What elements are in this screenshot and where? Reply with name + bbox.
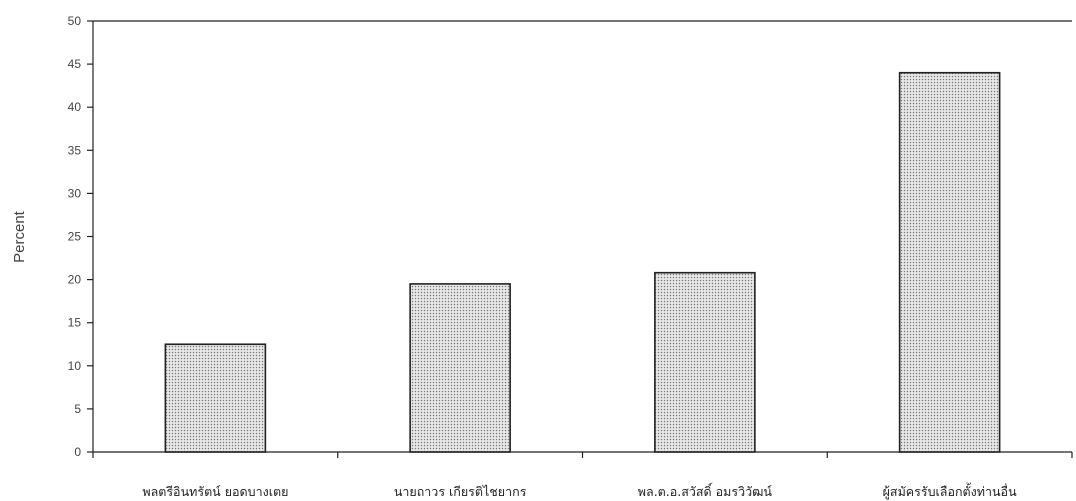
x-category-label: พลตรีอินทรัตน์ ยอดบางเตย: [142, 484, 288, 499]
y-axis-title: Percent: [11, 210, 28, 263]
y-tick-label: 40: [68, 100, 82, 114]
y-tick-label: 45: [68, 57, 82, 71]
y-tick-label: 20: [68, 273, 82, 287]
bar-3: [654, 271, 756, 453]
bar-series: [164, 71, 1001, 453]
x-category-label: ผู้สมัครรับเลือกตั้งท่านอื่น: [883, 482, 1017, 500]
y-tick-label: 50: [68, 14, 82, 28]
y-tick-label: 5: [74, 402, 81, 416]
y-axis: 0 5 10 15 20 25 30 35 40 45 50: [68, 14, 94, 459]
y-tick-label: 25: [68, 230, 82, 244]
x-category-label: พล.ต.อ.สวัสดิ์ อมรวิวัฒน์: [638, 482, 773, 499]
category-labels: พลตรีอินทรัตน์ ยอดบางเตย นายถาวร เกียรติไ…: [142, 482, 1017, 500]
bar-1: [164, 343, 267, 453]
bar-2: [409, 283, 511, 453]
x-category-label: นายถาวร เกียรติไชยากร: [394, 484, 527, 499]
y-tick-label: 15: [68, 316, 82, 330]
y-tick-label: 0: [74, 445, 81, 459]
y-tick-label: 35: [68, 143, 82, 157]
y-tick-label: 30: [68, 186, 82, 200]
y-tick-label: 10: [68, 359, 82, 373]
bar-4: [898, 71, 1001, 453]
